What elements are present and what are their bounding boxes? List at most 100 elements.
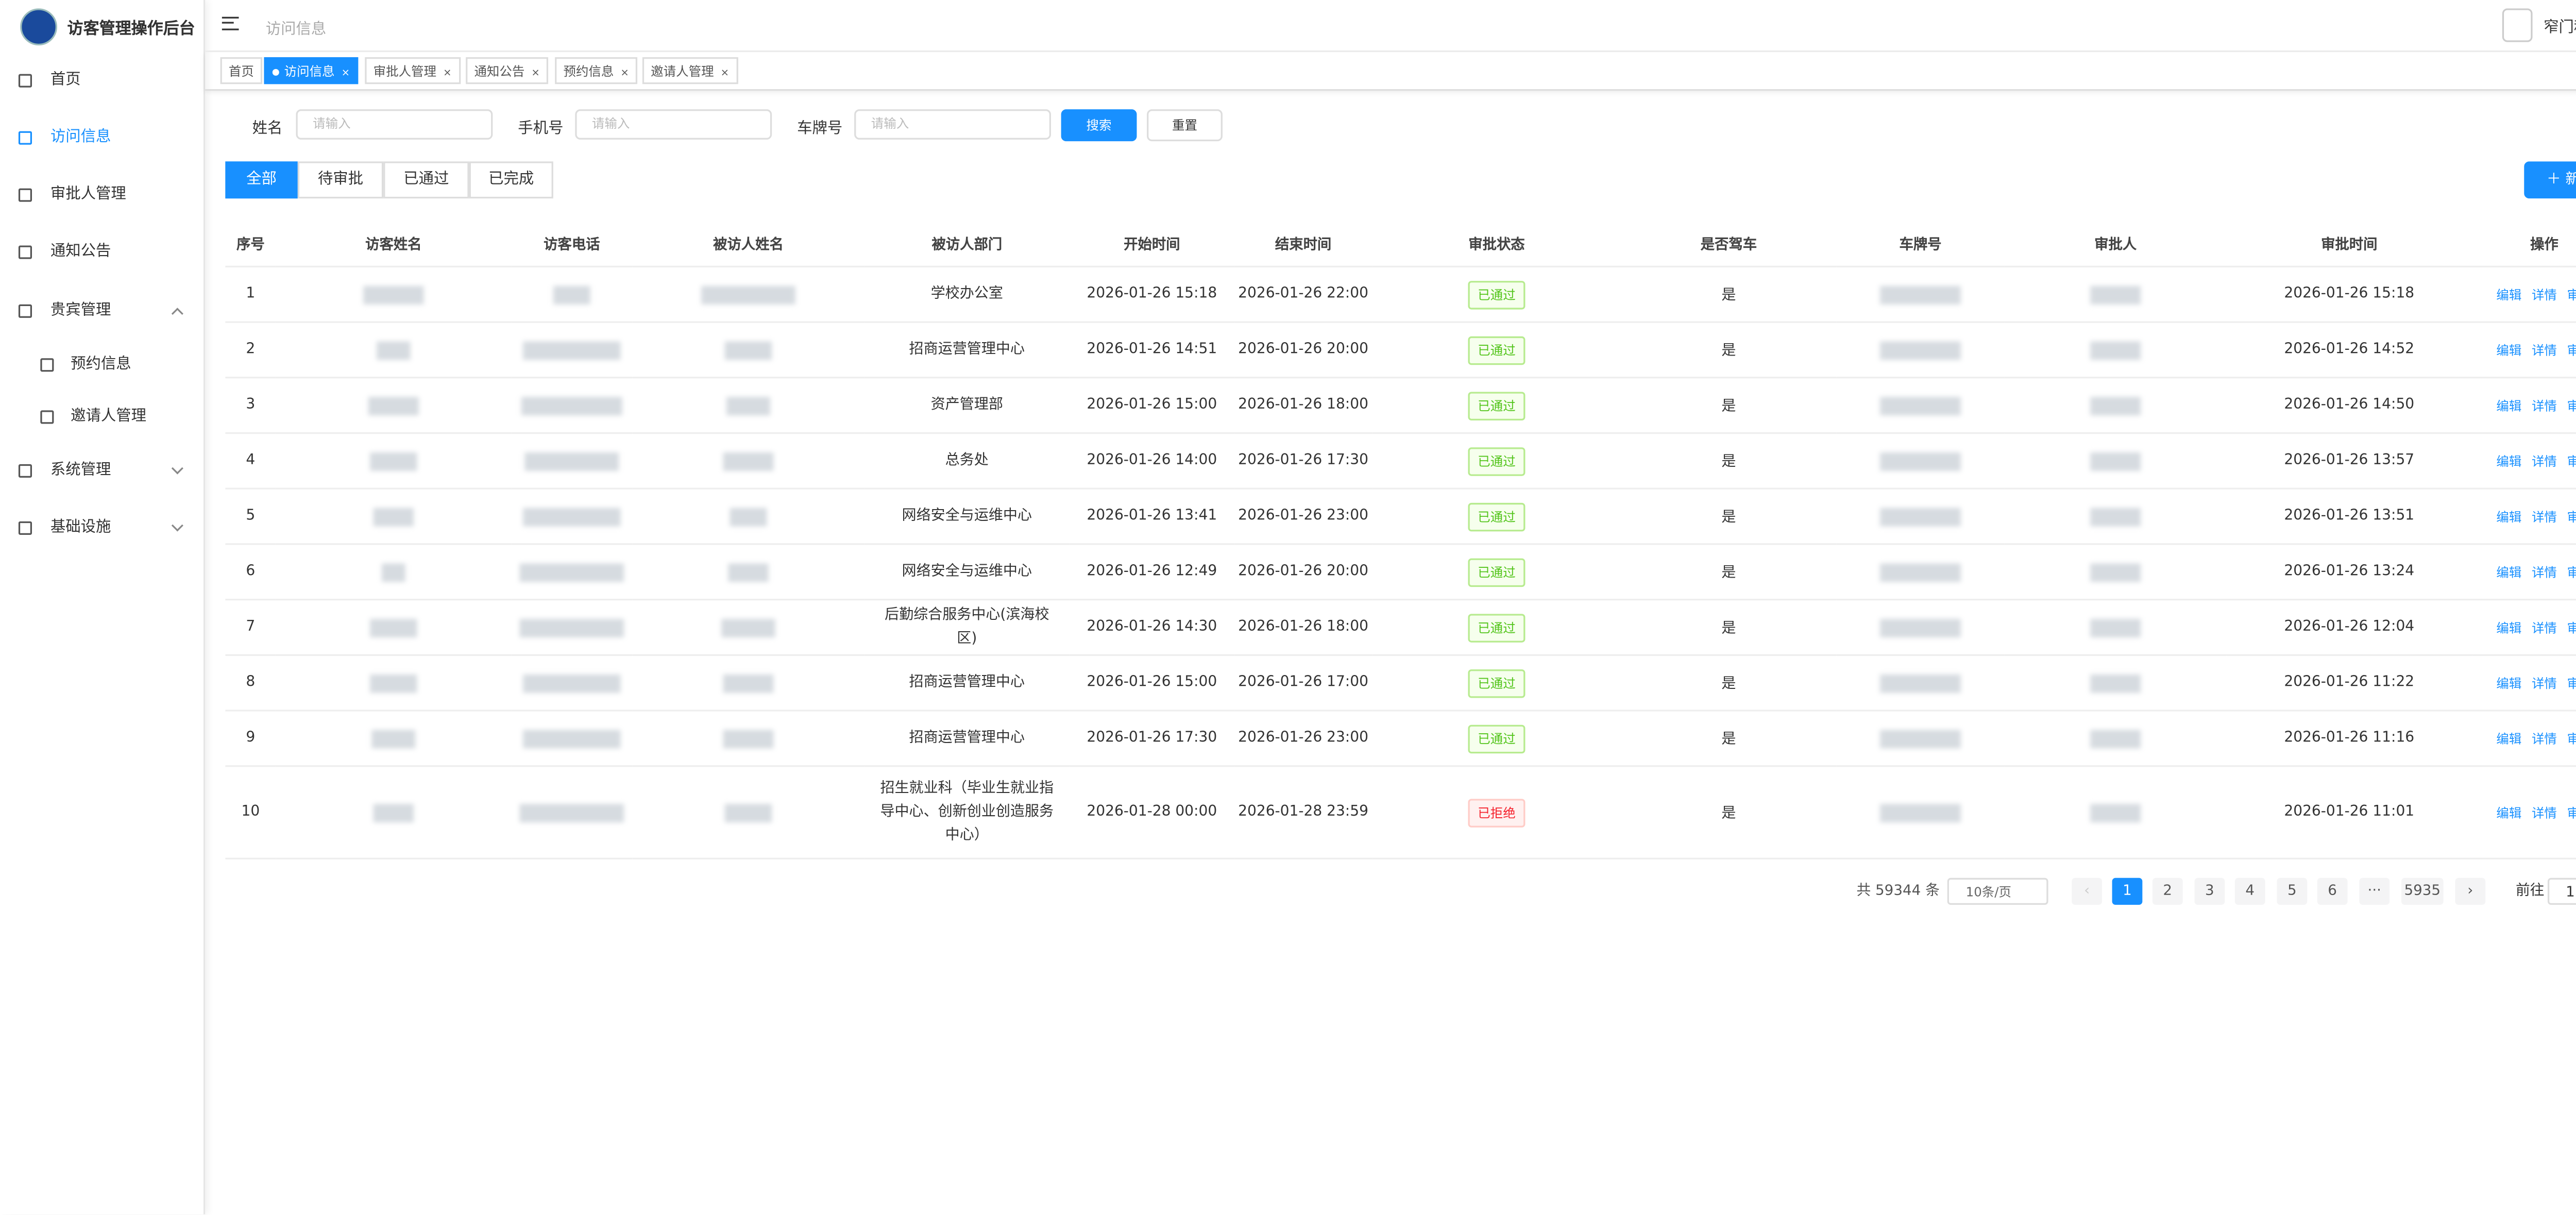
- action-link[interactable]: 编辑: [2496, 397, 2522, 413]
- text-input[interactable]: 请输入: [296, 109, 493, 140]
- action-link[interactable]: 编辑: [2496, 564, 2522, 580]
- action-link[interactable]: 详情: [2531, 564, 2557, 580]
- filter-tab[interactable]: 全部: [225, 161, 298, 199]
- action-link[interactable]: 编辑: [2496, 731, 2522, 746]
- menu-item[interactable]: 访问信息: [0, 121, 204, 155]
- user-name: 窄门科技: [2544, 20, 2576, 37]
- action-link[interactable]: 审批: [2567, 342, 2576, 357]
- menu-toggle[interactable]: [222, 16, 239, 30]
- redacted: [2090, 618, 2141, 637]
- column-header: 开始时间: [1069, 222, 1234, 267]
- submenu-item[interactable]: 预约信息: [0, 348, 204, 382]
- action-link[interactable]: 审批: [2567, 805, 2576, 820]
- tab[interactable]: 访问信息 ×: [264, 57, 359, 85]
- page-button[interactable]: 4: [2234, 878, 2265, 905]
- action-link[interactable]: 审批: [2567, 731, 2576, 746]
- avatar[interactable]: [2502, 8, 2533, 42]
- tab-close[interactable]: ×: [341, 67, 350, 79]
- page-button[interactable]: 5935: [2401, 878, 2444, 905]
- action-link[interactable]: 详情: [2531, 342, 2557, 358]
- redacted: [370, 618, 417, 637]
- total-count: 共 59344 条: [1856, 883, 1940, 900]
- tab-close[interactable]: ×: [443, 67, 452, 79]
- page-button[interactable]: 2: [2152, 878, 2183, 905]
- prev-page[interactable]: ‹: [2072, 878, 2102, 905]
- redacted: [2090, 729, 2141, 748]
- breadcrumb: 访问信息: [265, 22, 327, 39]
- page-button[interactable]: 1: [2112, 878, 2143, 905]
- next-page[interactable]: ›: [2455, 878, 2486, 905]
- start-time: 2026-01-26 15:00: [1069, 377, 1234, 434]
- redacted: [730, 507, 767, 526]
- approval-time: 2026-01-26 15:18: [2226, 266, 2472, 323]
- menu-item[interactable]: 系统管理: [0, 454, 204, 487]
- goto-input[interactable]: 1: [2547, 878, 2576, 905]
- menu-label: 审批人管理: [50, 187, 126, 204]
- status-cell: 已通过: [1372, 599, 1621, 656]
- tab[interactable]: 首页: [220, 57, 263, 85]
- action-link[interactable]: 审批: [2567, 453, 2576, 468]
- menu-item[interactable]: 首页: [0, 64, 204, 97]
- end-time: 2026-01-26 18:00: [1234, 377, 1372, 434]
- redacted-cell: [632, 266, 865, 323]
- action-link[interactable]: 详情: [2531, 619, 2557, 635]
- text-input[interactable]: 请输入: [575, 109, 772, 140]
- action-link[interactable]: 详情: [2531, 509, 2557, 524]
- redacted-cell: [276, 433, 512, 490]
- action-link[interactable]: 详情: [2531, 286, 2557, 302]
- tab-close[interactable]: ×: [531, 67, 540, 79]
- tab[interactable]: 邀请人管理 ×: [642, 57, 738, 85]
- action-link[interactable]: 编辑: [2496, 804, 2522, 820]
- department: 招商运营管理中心: [909, 341, 1025, 359]
- tab[interactable]: 审批人管理 ×: [365, 57, 460, 85]
- redacted-cell: [276, 266, 512, 323]
- submenu-item[interactable]: 邀请人管理: [0, 400, 204, 434]
- action-link[interactable]: 审批: [2567, 564, 2576, 579]
- search-button[interactable]: 搜索: [1061, 109, 1137, 142]
- action-link[interactable]: 审批: [2567, 620, 2576, 635]
- menu-item[interactable]: 通知公告: [0, 235, 204, 269]
- drives: 是: [1621, 433, 1837, 490]
- action-link[interactable]: 编辑: [2496, 675, 2522, 690]
- action-link[interactable]: 审批: [2567, 675, 2576, 690]
- action-link[interactable]: 审批: [2567, 287, 2576, 302]
- redacted-cell: [2004, 766, 2227, 859]
- tab[interactable]: 预约信息 ×: [555, 57, 638, 85]
- action-link[interactable]: 编辑: [2496, 342, 2522, 358]
- reset-button[interactable]: 重置: [1147, 109, 1223, 142]
- action-link[interactable]: 审批: [2567, 509, 2576, 524]
- filter-tab[interactable]: 待审批: [297, 161, 384, 199]
- action-link[interactable]: 编辑: [2496, 619, 2522, 635]
- action-link[interactable]: 详情: [2531, 675, 2557, 690]
- page-button[interactable]: ···: [2359, 878, 2390, 905]
- user-menu[interactable]: 窄门科技 ▾: [2544, 15, 2576, 37]
- department: 网络安全与运维中心: [902, 563, 1032, 581]
- action-link[interactable]: 详情: [2531, 453, 2557, 469]
- menu-item[interactable]: 审批人管理: [0, 178, 204, 212]
- page-button[interactable]: 3: [2194, 878, 2225, 905]
- menu-item[interactable]: 基础设施: [0, 511, 204, 545]
- redacted-cell: [1836, 266, 2005, 323]
- tab-close[interactable]: ×: [620, 67, 629, 79]
- filter-tab[interactable]: 已通过: [383, 161, 469, 199]
- filter-tab[interactable]: 已完成: [469, 161, 553, 199]
- end-time: 2026-01-28 23:59: [1234, 766, 1372, 859]
- redacted-cell: [2004, 488, 2227, 545]
- action-link[interactable]: 编辑: [2496, 453, 2522, 469]
- action-link[interactable]: 编辑: [2496, 509, 2522, 524]
- add-button[interactable]: ＋ 新增: [2524, 161, 2576, 199]
- redacted-cell: [511, 322, 633, 379]
- page-button[interactable]: 6: [2317, 878, 2348, 905]
- tab[interactable]: 通知公告 ×: [466, 57, 549, 85]
- menu-icon: [18, 131, 32, 145]
- page-size-select[interactable]: 10条/页: [1947, 878, 2048, 905]
- page-button[interactable]: 5: [2277, 878, 2308, 905]
- action-link[interactable]: 详情: [2531, 804, 2557, 820]
- action-link[interactable]: 详情: [2531, 397, 2557, 413]
- action-link[interactable]: 审批: [2567, 398, 2576, 413]
- tab-close[interactable]: ×: [720, 67, 730, 79]
- text-input[interactable]: 请输入: [854, 109, 1051, 140]
- action-link[interactable]: 详情: [2531, 731, 2557, 746]
- menu-item[interactable]: 贵宾管理: [0, 294, 204, 328]
- action-link[interactable]: 编辑: [2496, 286, 2522, 302]
